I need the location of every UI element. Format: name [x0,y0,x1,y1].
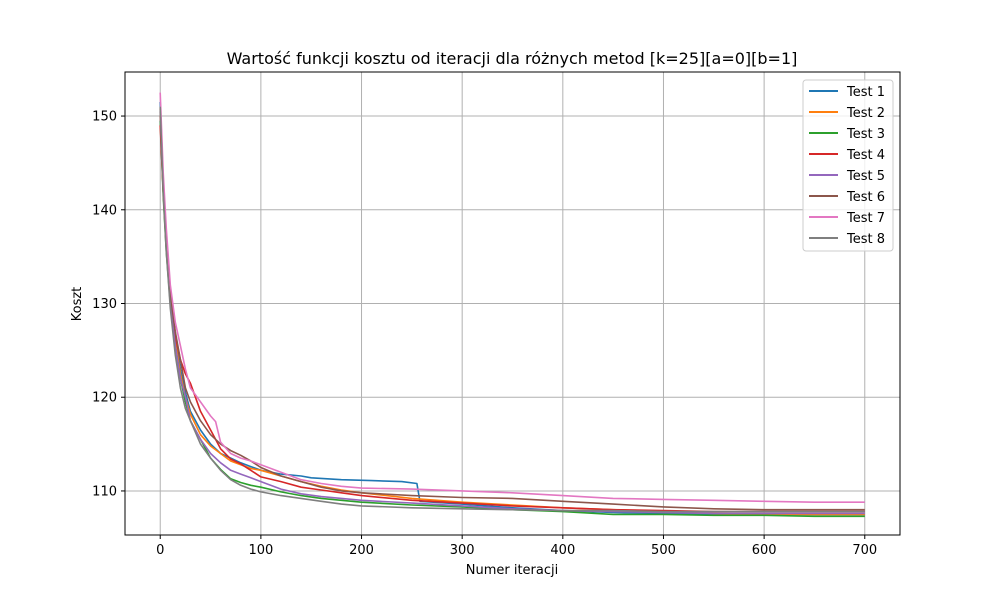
y-tick-label: 110 [92,484,117,499]
legend-label-4: Test 4 [846,148,885,163]
series-lines [159,92,865,518]
series-line-7 [159,92,865,503]
x-tick-label: 0 [156,543,164,558]
y-axis-ticks: 110 120 130 140 150 [92,110,125,499]
x-tick-label: 600 [752,543,777,558]
y-tick-label: 150 [92,110,117,125]
series-line-5 [159,111,865,515]
legend-label-8: Test 8 [846,232,885,247]
x-tick-label: 500 [651,543,676,558]
legend-label-6: Test 6 [846,190,885,205]
legend-label-2: Test 2 [846,106,885,121]
y-tick-label: 120 [92,391,117,406]
x-tick-label: 200 [349,543,374,558]
legend-items: Test 1 Test 2 Test 3 Test 4 Test 5 Test 6 Test… [809,85,885,247]
series-line-8 [159,106,865,513]
legend-label-3: Test 3 [846,127,885,142]
y-axis-label: Koszt [70,287,85,322]
x-tick-label: 400 [550,543,575,558]
y-tick-label: 130 [92,297,117,312]
legend-label-7: Test 7 [846,211,885,226]
legend-box [802,79,894,252]
x-tick-label: 700 [852,543,877,558]
x-tick-label: 300 [450,543,475,558]
legend-label-1: Test 1 [846,85,885,100]
x-axis-ticks: 0 100 200 300 400 500 600 700 [156,535,877,558]
legend-label-5: Test 5 [846,169,885,184]
legend: Test 1 Test 2 Test 3 Test 4 Test 5 Test 6 Test… [802,79,894,252]
x-axis-label: Numer iteracji [466,563,559,578]
y-tick-label: 140 [92,203,117,218]
series-line-6 [159,108,865,511]
chart-title: Wartość funkcji kosztu od iteracji dla r… [227,49,798,68]
x-tick-label: 100 [248,543,273,558]
